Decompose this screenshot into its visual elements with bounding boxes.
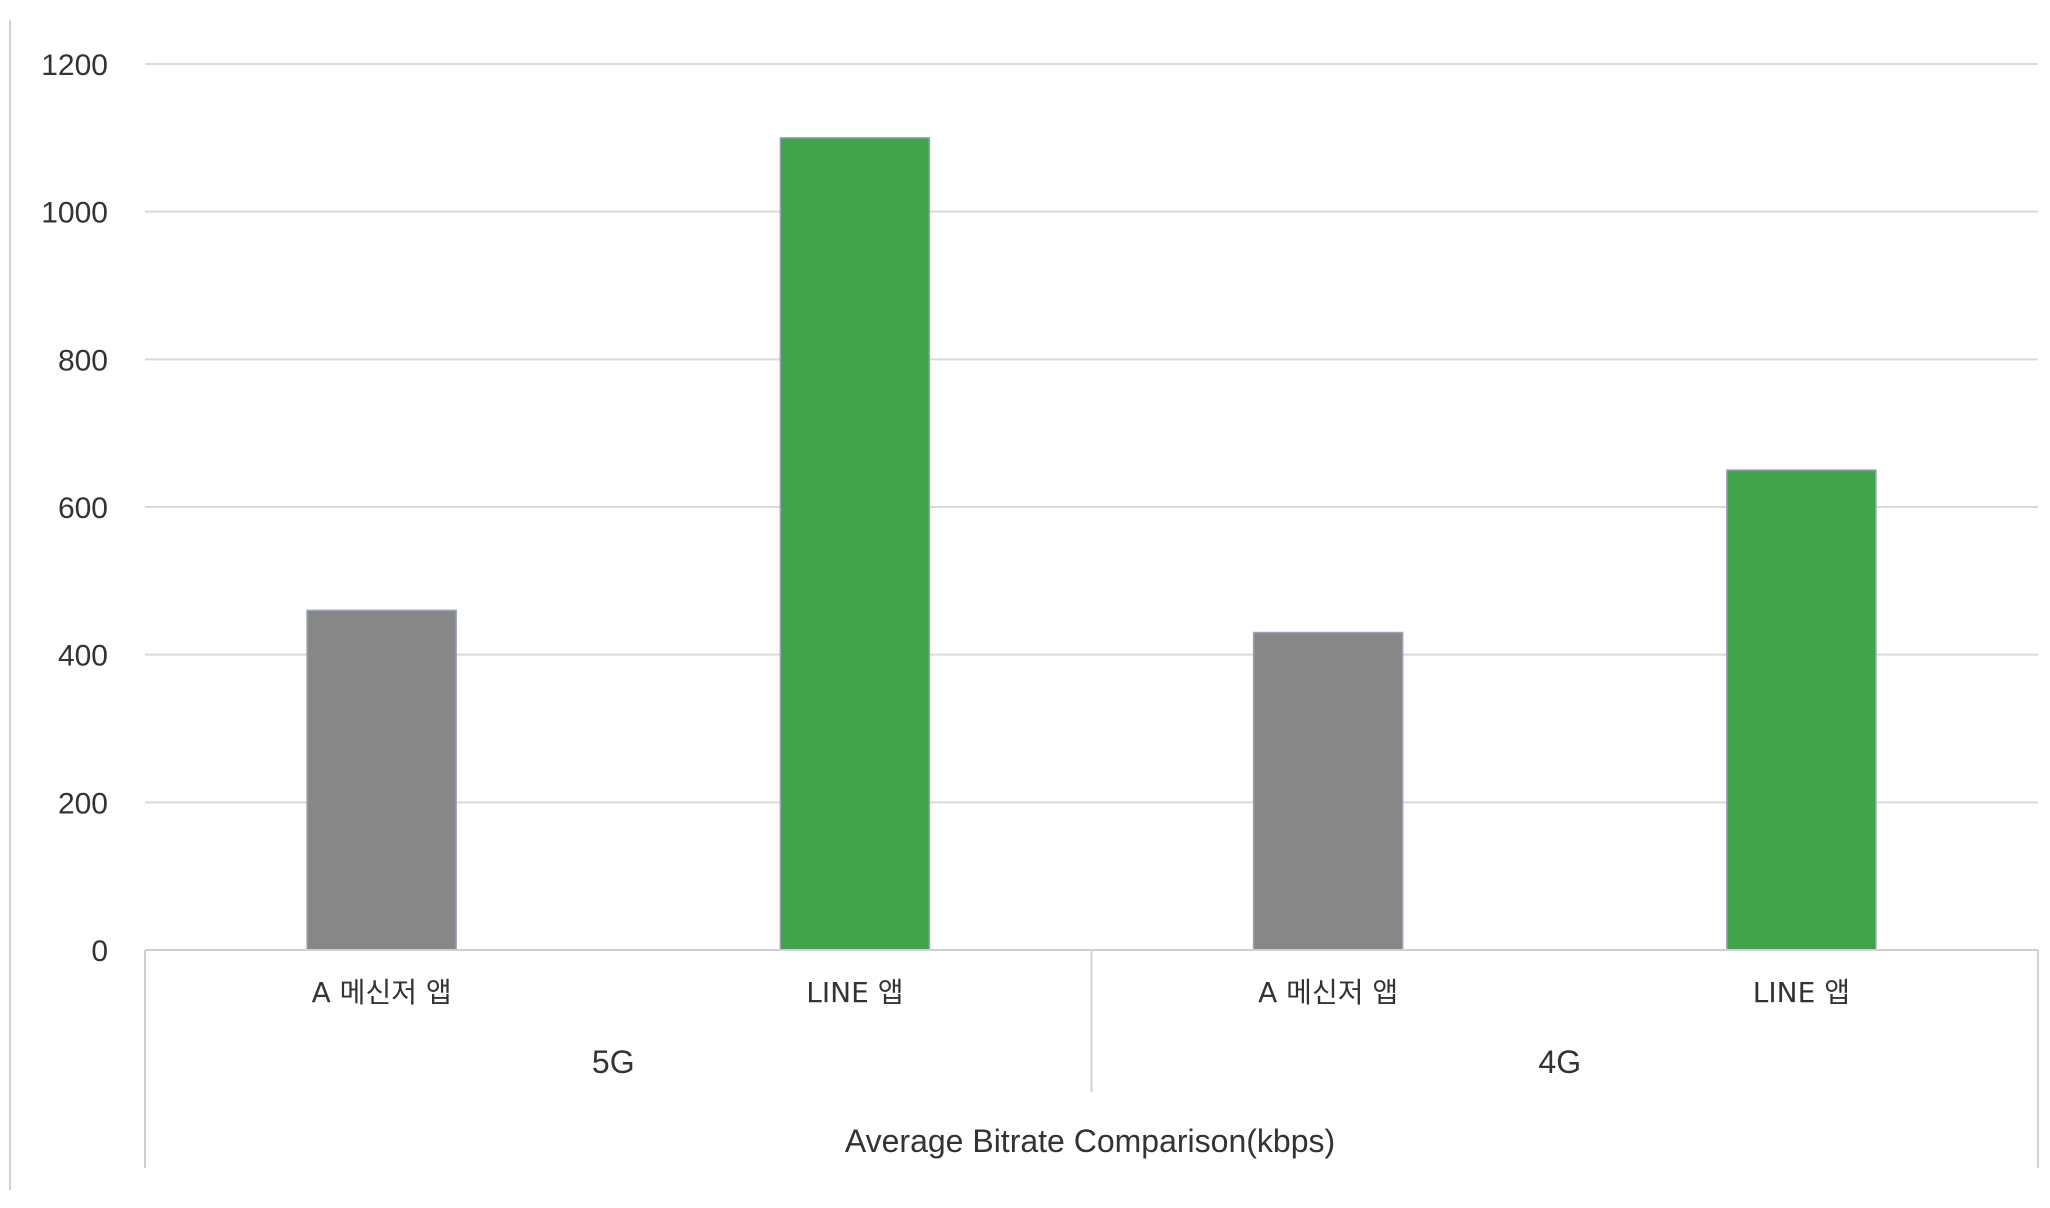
bar [1726, 469, 1877, 951]
y-tick-label: 0 [91, 935, 108, 968]
x-tick-label: LINE 앱 [806, 976, 903, 1009]
bars [306, 137, 1877, 951]
y-tick-label: 200 [58, 787, 108, 820]
y-tick-label: 600 [58, 492, 108, 525]
x-axis: 5G 4G A 메신저 앱 LINE 앱 A 메신저 앱 LINE 앱 [144, 949, 2039, 1168]
x-axis-title: Average Bitrate Comparison(kbps) [845, 1123, 1335, 1159]
gridlines [145, 63, 2038, 804]
x-group-label: 5G [592, 1044, 635, 1080]
y-tick-label: 800 [58, 344, 108, 377]
y-tick-label: 400 [58, 640, 108, 673]
y-tick-label: 1200 [41, 49, 108, 82]
x-tick-label: A 메신저 앱 [312, 976, 452, 1009]
x-group-label: 4G [1538, 1044, 1581, 1080]
y-axis-tick-labels: 0 200 400 600 800 1000 1200 [41, 49, 108, 968]
bar [779, 137, 931, 951]
y-tick-label: 1000 [41, 197, 108, 230]
bar [1252, 631, 1404, 951]
x-tick-label: A 메신저 앱 [1258, 976, 1398, 1009]
bar [306, 609, 457, 951]
x-tick-label: LINE 앱 [1753, 976, 1850, 1009]
